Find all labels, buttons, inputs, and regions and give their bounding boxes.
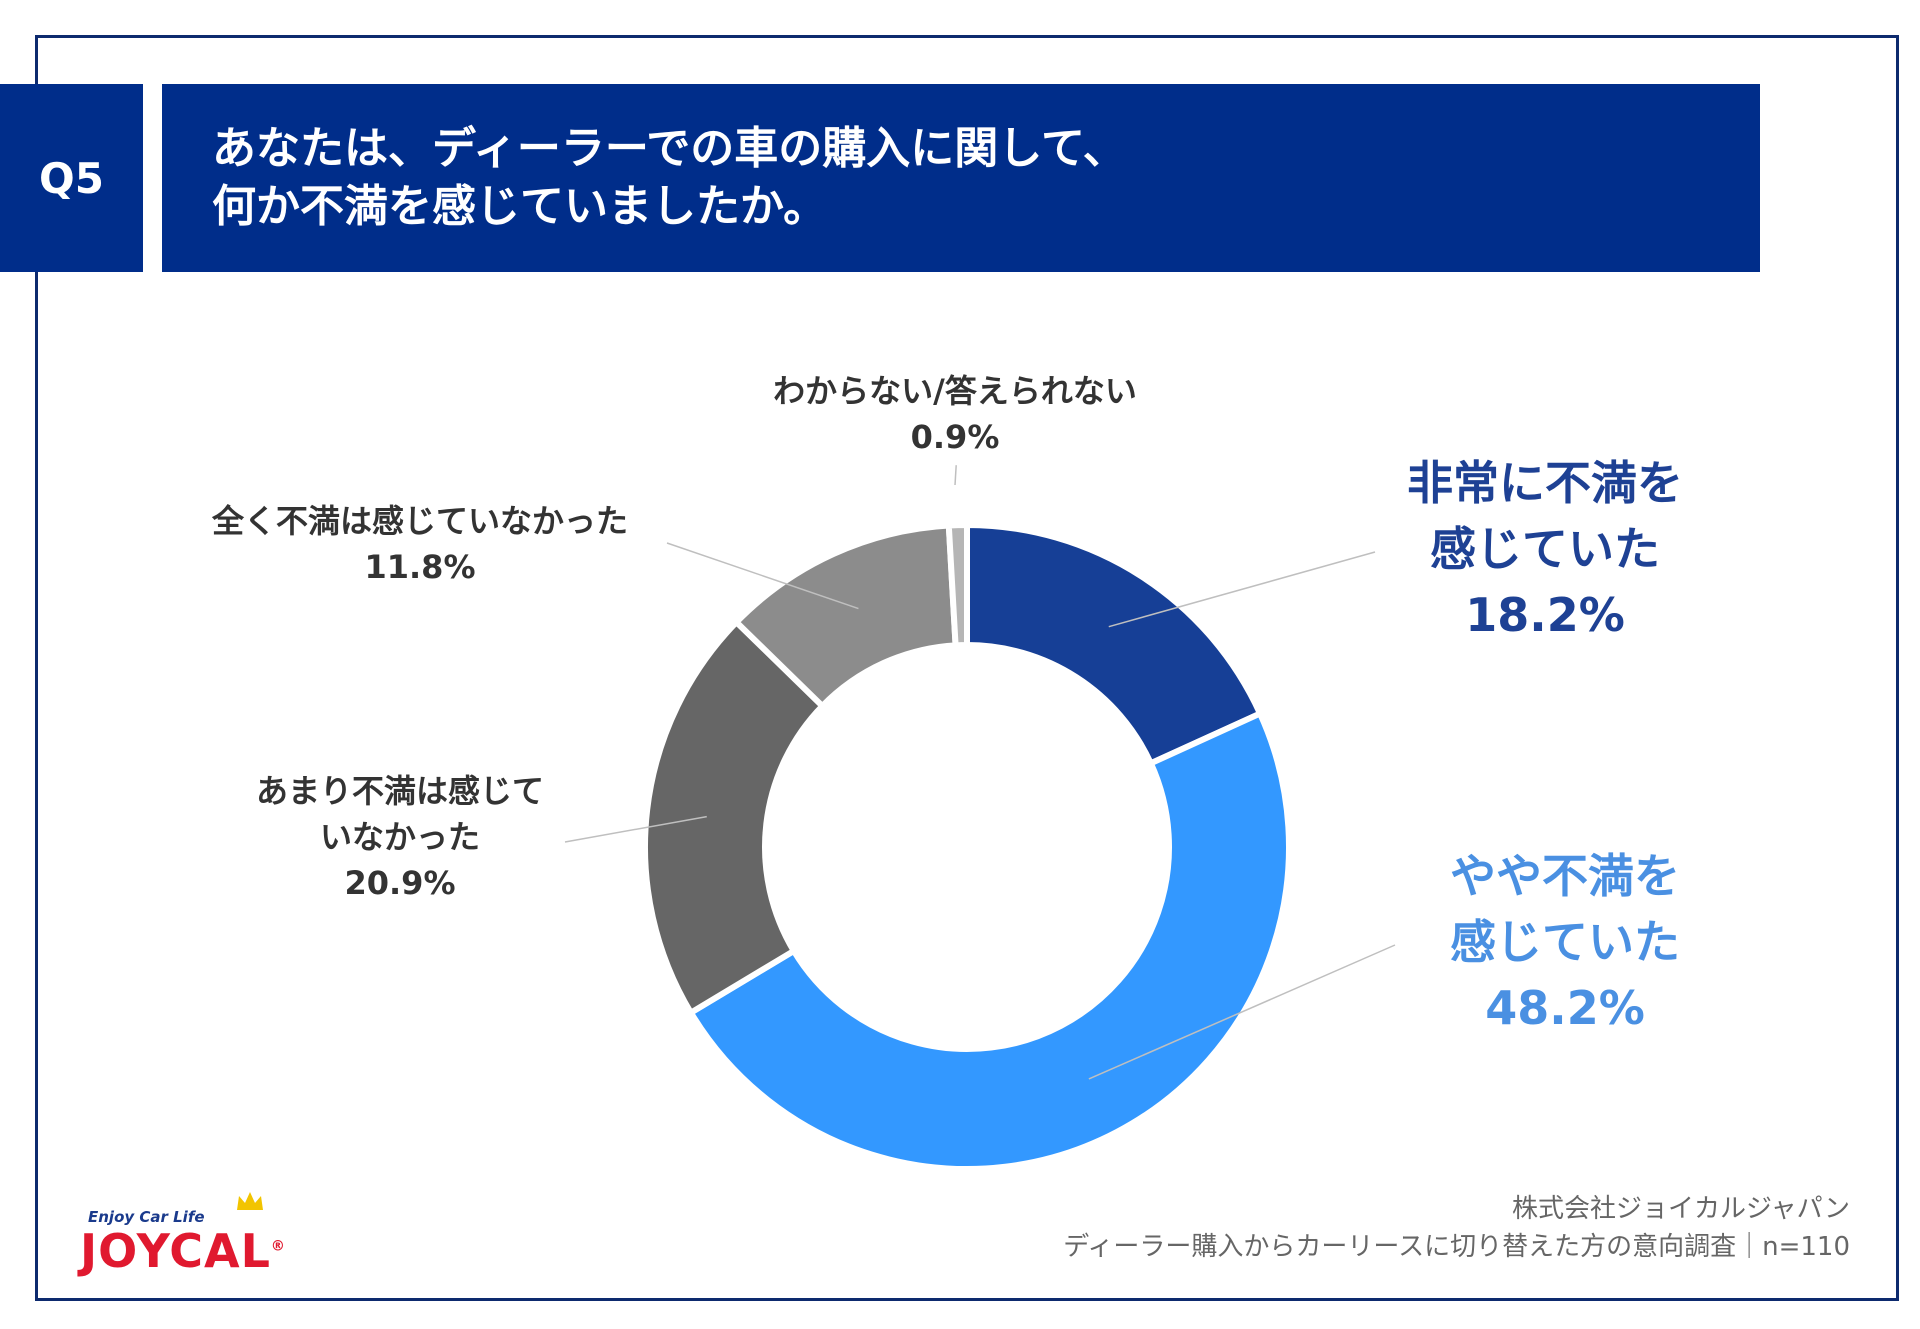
question-title-line-2: 何か不満を感じていましたか。 [212, 181, 828, 232]
label-very-dissatisfied-value: 18.2% [1465, 588, 1625, 642]
label-very-dissatisfied-line-1: 非常に不満を [1407, 456, 1683, 510]
slice-very-dissatisfied [964, 521, 1265, 768]
question-badge: Q5 [0, 84, 143, 272]
label-not-very-dissatisfied-line-2: いなかった [319, 818, 480, 856]
label-somewhat-dissatisfied-line-2: 感じていた [1450, 915, 1680, 969]
registered-mark: ® [270, 1238, 286, 1255]
label-not-at-all-dissatisfied: 全く不満は感じていなかった 11.8% [180, 498, 660, 590]
question-title-bar: あなたは、ディーラーでの車の購入に関して、 何か不満を感じていましたか。 [162, 84, 1760, 272]
logo-wordmark-text: JOYCAL [80, 1224, 271, 1278]
crown-icon [237, 1192, 263, 1210]
label-somewhat-dissatisfied: やや不満を 感じていた 48.2% [1415, 843, 1715, 1041]
label-somewhat-dissatisfied-value: 48.2% [1485, 981, 1645, 1035]
slice-somewhat-dissatisfied [686, 709, 1292, 1172]
survey-description: ディーラー購入からカーリースに切り替えた方の意向調査｜n=110 [1063, 1232, 1850, 1262]
leader-line-not-at-all-dissatisfied [666, 542, 859, 610]
source-note: 株式会社ジョイカルジャパン ディーラー購入からカーリースに切り替えた方の意向調査… [1063, 1190, 1850, 1266]
label-very-dissatisfied: 非常に不満を 感じていた 18.2% [1395, 450, 1695, 648]
label-not-at-all-dissatisfied-value: 11.8% [364, 548, 476, 586]
slide-frame [35, 35, 1899, 1301]
leader-line-somewhat-dissatisfied [1088, 944, 1396, 1080]
joycal-logo: Enjoy Car Life JOYCAL® [80, 1190, 310, 1280]
label-somewhat-dissatisfied-line-1: やや不満を [1450, 849, 1680, 903]
label-not-very-dissatisfied-value: 20.9% [344, 864, 456, 902]
logo-tagline: Enjoy Car Life [88, 1208, 205, 1226]
label-dont-know: わからない/答えられない 0.9% [735, 368, 1175, 460]
label-dont-know-line-1: わからない/答えられない [773, 372, 1137, 410]
label-not-very-dissatisfied-line-1: あまり不満は感じて [255, 772, 544, 810]
leader-line-dont-know [954, 465, 957, 486]
label-dont-know-value: 0.9% [910, 418, 1000, 456]
slice-dont-know [945, 521, 970, 649]
label-not-very-dissatisfied: あまり不満は感じて いなかった 20.9% [230, 768, 570, 906]
logo-wordmark: JOYCAL® [80, 1224, 286, 1278]
question-title-line-1: あなたは、ディーラーでの車の購入に関して、 [212, 123, 1127, 174]
label-not-at-all-dissatisfied-line-1: 全く不満は感じていなかった [211, 502, 628, 540]
leader-line-very-dissatisfied [1108, 551, 1376, 628]
leader-line-not-very-dissatisfied [564, 815, 707, 843]
label-very-dissatisfied-line-2: 感じていた [1430, 522, 1660, 576]
company-name: 株式会社ジョイカルジャパン [1511, 1194, 1850, 1224]
slice-not-very-dissatisfied [642, 617, 827, 1017]
